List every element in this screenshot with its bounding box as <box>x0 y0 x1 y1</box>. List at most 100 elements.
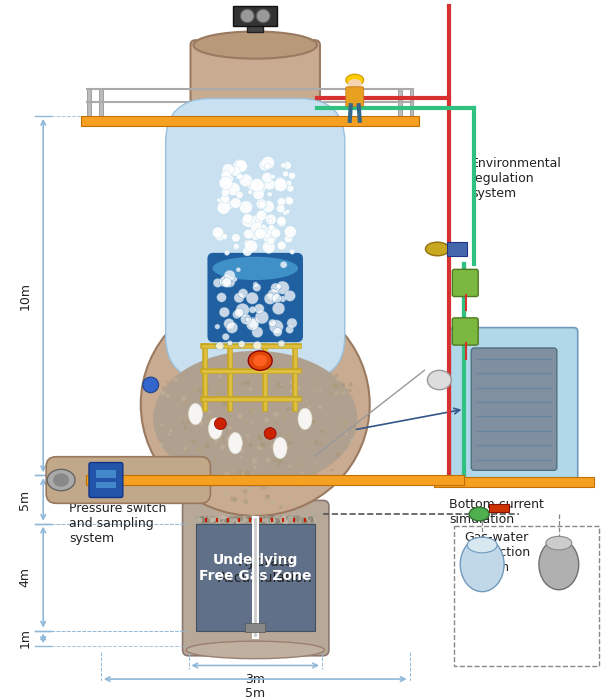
Circle shape <box>233 517 240 524</box>
Circle shape <box>213 279 222 288</box>
Circle shape <box>195 414 198 416</box>
Circle shape <box>218 517 220 519</box>
Circle shape <box>306 519 310 523</box>
Circle shape <box>141 293 370 516</box>
Circle shape <box>256 519 261 524</box>
Circle shape <box>285 209 290 214</box>
Circle shape <box>231 234 240 242</box>
Circle shape <box>262 172 273 183</box>
Circle shape <box>256 518 263 524</box>
Circle shape <box>201 517 205 521</box>
Text: Environmental
regulation
system: Environmental regulation system <box>471 157 562 200</box>
Circle shape <box>216 519 221 524</box>
Circle shape <box>308 516 313 521</box>
Circle shape <box>227 517 230 521</box>
Circle shape <box>236 435 242 440</box>
Circle shape <box>288 172 296 179</box>
Circle shape <box>296 386 301 391</box>
Circle shape <box>262 520 265 523</box>
Circle shape <box>280 519 282 521</box>
Circle shape <box>244 421 248 425</box>
Circle shape <box>277 216 286 225</box>
Circle shape <box>179 465 184 470</box>
Circle shape <box>290 520 292 522</box>
Circle shape <box>255 304 264 314</box>
Circle shape <box>224 518 230 523</box>
Circle shape <box>248 190 253 195</box>
Circle shape <box>248 443 253 447</box>
Circle shape <box>255 517 259 521</box>
Circle shape <box>255 311 268 324</box>
Circle shape <box>257 435 262 440</box>
Circle shape <box>248 487 251 491</box>
Circle shape <box>299 517 303 520</box>
Text: Hydrate
Accumulation: Hydrate Accumulation <box>218 555 313 585</box>
Circle shape <box>288 466 291 468</box>
Circle shape <box>241 9 255 22</box>
Circle shape <box>288 516 293 521</box>
Circle shape <box>243 499 248 504</box>
Circle shape <box>270 517 274 520</box>
Circle shape <box>315 379 318 383</box>
Ellipse shape <box>298 408 312 430</box>
Circle shape <box>217 201 230 214</box>
Circle shape <box>238 517 241 522</box>
Circle shape <box>165 381 167 383</box>
Bar <box>196 524 315 631</box>
Circle shape <box>207 416 213 421</box>
Bar <box>247 13 263 32</box>
Circle shape <box>245 234 250 239</box>
Circle shape <box>313 389 315 391</box>
Circle shape <box>244 518 247 522</box>
Circle shape <box>231 518 233 520</box>
Ellipse shape <box>153 351 358 486</box>
Circle shape <box>271 283 281 293</box>
Circle shape <box>198 518 202 523</box>
Circle shape <box>229 519 231 521</box>
Circle shape <box>224 276 235 288</box>
Circle shape <box>210 437 214 441</box>
Circle shape <box>299 519 302 523</box>
Circle shape <box>286 181 292 186</box>
Bar <box>454 526 599 666</box>
Circle shape <box>293 500 298 505</box>
Circle shape <box>348 382 353 386</box>
Circle shape <box>261 227 272 239</box>
Circle shape <box>275 177 285 187</box>
Circle shape <box>263 518 265 520</box>
Circle shape <box>230 373 236 379</box>
Circle shape <box>262 515 269 522</box>
Circle shape <box>275 520 276 522</box>
Circle shape <box>227 519 234 525</box>
Circle shape <box>256 517 258 519</box>
Bar <box>435 477 594 486</box>
Circle shape <box>284 162 291 169</box>
Circle shape <box>250 515 256 521</box>
Circle shape <box>319 443 323 447</box>
Circle shape <box>276 204 285 213</box>
Ellipse shape <box>248 351 272 370</box>
Circle shape <box>265 494 270 499</box>
Ellipse shape <box>47 469 75 491</box>
Circle shape <box>304 519 308 524</box>
Circle shape <box>308 517 314 524</box>
Circle shape <box>222 164 235 176</box>
Circle shape <box>251 458 257 463</box>
Circle shape <box>233 374 238 378</box>
Bar <box>86 475 464 485</box>
Circle shape <box>243 520 245 522</box>
Circle shape <box>283 518 285 520</box>
Circle shape <box>270 517 275 521</box>
Circle shape <box>314 463 316 465</box>
Circle shape <box>310 486 313 489</box>
Circle shape <box>298 519 302 523</box>
Circle shape <box>237 518 240 522</box>
Circle shape <box>311 420 316 424</box>
Circle shape <box>242 516 245 520</box>
Circle shape <box>285 518 291 524</box>
Circle shape <box>290 518 296 524</box>
Circle shape <box>219 517 224 522</box>
Circle shape <box>258 518 261 520</box>
Circle shape <box>289 517 295 522</box>
Circle shape <box>289 518 295 524</box>
